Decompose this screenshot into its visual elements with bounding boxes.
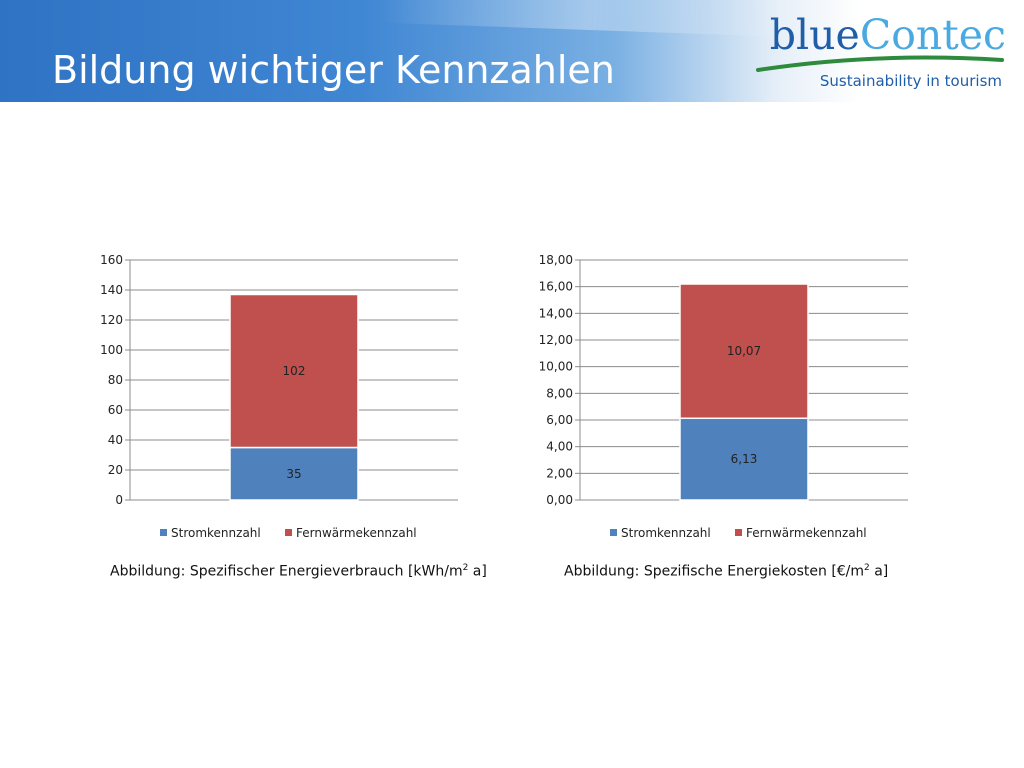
cost-ytick-label: 6,00 (546, 413, 573, 427)
consumption-data-label-0: 35 (286, 467, 301, 481)
consumption-ytick-label: 40 (108, 433, 123, 447)
header-highlight (379, 0, 801, 38)
logo-tagline: Sustainability in tourism (819, 72, 1002, 90)
logo-swoosh-icon (756, 55, 1004, 72)
energy-cost-chart-svg: 0,00 2,00 4,00 6,00 8,00 10,00 12,00 14,00 16,00… (539, 253, 908, 540)
consumption-ytick-label: 140 (100, 283, 123, 297)
caption-right-suffix: a] (869, 563, 889, 580)
caption-right-prefix: Abbildung: Spezifische Energiekosten [€/… (564, 563, 865, 580)
caption-energy-cost: Abbildung: Spezifische Energiekosten [€/… (564, 563, 888, 580)
cost-ytick-label: 8,00 (546, 386, 573, 400)
cost-data-label-1: 10,07 (727, 344, 761, 358)
logo-wordmark: blueContec (770, 10, 1006, 60)
consumption-ytick-label: 120 (100, 313, 123, 327)
cost-ytick-label: 16,00 (539, 280, 573, 294)
logo-wordmark-part2: Contec (859, 11, 1006, 59)
cost-bar-segment-0 (679, 417, 809, 501)
caption-left-suffix: a] (468, 563, 487, 580)
consumption-ytick-label: 100 (100, 343, 123, 357)
bluecontec-logo: blueContec Sustainability in tourism (756, 10, 1006, 96)
slide-header: Bildung wichtiger Kennzahlen blueContec … (0, 0, 1024, 102)
caption-right-sup: 2 (864, 563, 870, 573)
consumption-ytick-label: 60 (108, 403, 123, 417)
cost-ytick-label: 2,00 (546, 466, 573, 480)
energy-consumption-chart: 0 20 40 60 80 100 120 140 160 35 102 Stromkennzahl F… (80, 245, 480, 555)
consumption-legend-label-0: Stromkennzahl (171, 526, 261, 540)
cost-ytick-label: 12,00 (539, 333, 573, 347)
consumption-ytick-label: 20 (108, 463, 123, 477)
energy-cost-chart: 0,00 2,00 4,00 6,00 8,00 10,00 12,00 14,00 16,00… (530, 245, 930, 555)
cost-ytick-label: 18,00 (539, 253, 573, 267)
caption-energy-consumption: Abbildung: Spezifischer Energieverbrauch… (110, 563, 487, 580)
cost-ytick-label: 4,00 (546, 440, 573, 454)
caption-left-sup: 2 (462, 563, 469, 573)
cost-ytick-label: 10,00 (539, 360, 573, 374)
consumption-bar-segment-0 (229, 446, 359, 501)
consumption-legend-swatch-0 (160, 529, 167, 536)
cost-ytick-label: 0,00 (546, 493, 573, 507)
cost-data-label-0: 6,13 (731, 452, 758, 466)
consumption-legend-swatch-1 (285, 529, 292, 536)
cost-legend-label-1: Fernwärmekennzahl (746, 526, 867, 540)
consumption-data-label-1: 102 (283, 364, 306, 378)
consumption-ytick-label: 80 (108, 373, 123, 387)
cost-legend-swatch-0 (610, 529, 617, 536)
cost-ytick-label: 14,00 (539, 306, 573, 320)
consumption-bar-segment-1 (229, 293, 359, 449)
consumption-ytick-label: 160 (100, 253, 123, 267)
consumption-legend-label-1: Fernwärmekennzahl (296, 526, 417, 540)
logo-wordmark-part1: blue (769, 11, 860, 59)
cost-legend-swatch-1 (735, 529, 742, 536)
caption-left-prefix: Abbildung: Spezifischer Energieverbrauch… (110, 563, 463, 580)
cost-legend-label-0: Stromkennzahl (621, 526, 711, 540)
energy-consumption-chart-svg: 0 20 40 60 80 100 120 140 160 35 102 Stromkennzahl F… (100, 253, 458, 540)
slide-title: Bildung wichtiger Kennzahlen (52, 48, 615, 92)
cost-bar-segment-1 (679, 283, 809, 420)
consumption-ytick-label: 0 (115, 493, 123, 507)
